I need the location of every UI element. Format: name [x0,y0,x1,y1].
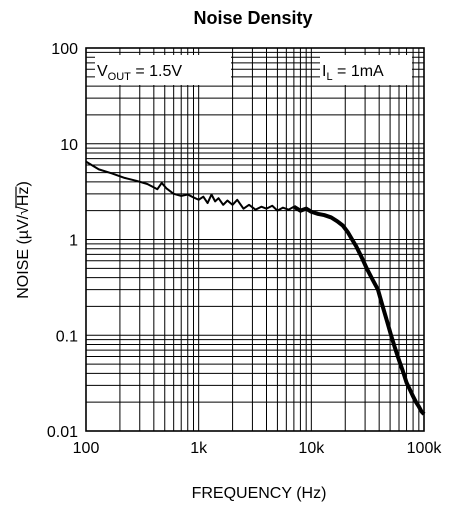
y-tick-label: 10 [60,137,78,154]
chart-title: Noise Density [193,8,312,28]
x-tick-label: 100k [407,440,443,457]
svg-text:NOISE (µV/√Hz): NOISE (µV/√Hz) [15,181,32,299]
y-axis-label: NOISE (µV/√Hz) [15,181,32,299]
vout-annotation-bg [95,55,231,85]
y-tick-label: 1 [69,233,78,250]
x-axis-label: FREQUENCY (Hz) [192,485,327,502]
plot-frame [85,47,425,432]
y-axis-label-sqrt: √ [15,206,32,215]
svg-text:IL = 1mA: IL = 1mA [322,63,384,83]
y-tick-labels: 0.01 0.1 1 10 100 [47,41,78,441]
x-tick-label: 100 [73,440,100,457]
x-tick-label: 10k [298,440,325,457]
vout-subscript: OUT [108,71,132,83]
y-tick-label: 100 [51,41,78,58]
il-annotation-bg [320,55,412,85]
y-axis-label-hz: Hz [15,187,32,207]
x-tick-labels: 100 1k 10k 100k [73,440,443,457]
y-tick-label: 0.01 [47,424,78,441]
svg-text:VOUT = 1.5V: VOUT = 1.5V [97,63,182,83]
x-tick-label: 1k [190,440,208,457]
il-value: = 1mA [333,63,384,80]
vout-value: = 1.5V [131,63,182,80]
vout-symbol: V [97,63,108,80]
grid-lines [85,48,424,432]
vout-annotation: VOUT = 1.5V [95,55,231,85]
y-tick-label: 0.1 [56,328,78,345]
noise-curve-hf-band [292,205,426,416]
y-axis-label-close: ) [15,181,32,186]
il-annotation: IL = 1mA [320,55,412,85]
il-subscript: L [326,71,332,83]
il-symbol: I [322,63,326,80]
noise-curve [85,160,425,415]
y-axis-label-main: NOISE (µV/ [15,214,32,298]
